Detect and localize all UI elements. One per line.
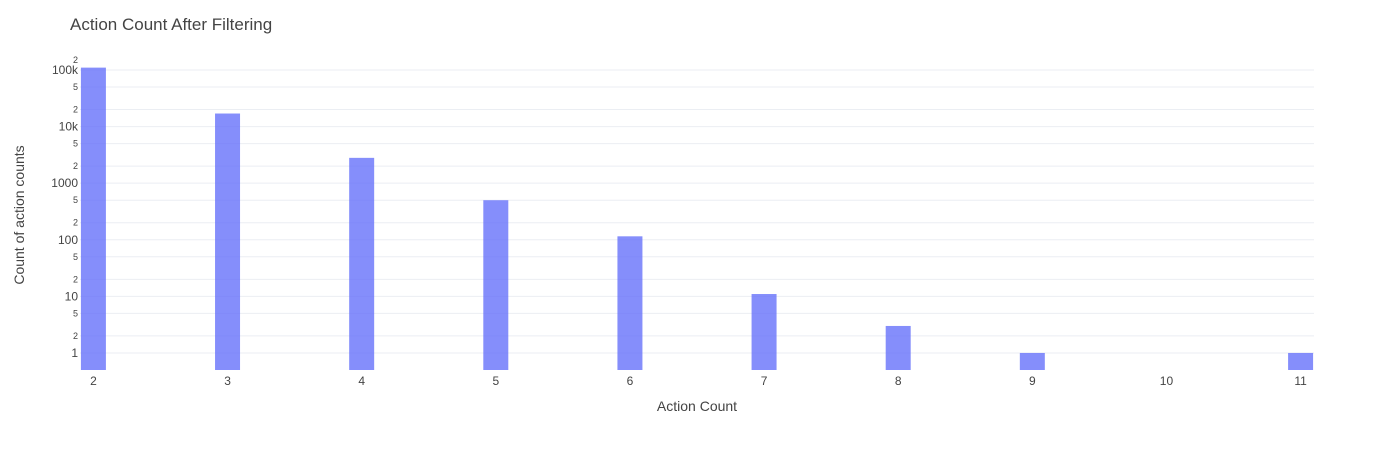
bar-6 (617, 236, 643, 370)
x-tick-label: 3 (224, 374, 231, 388)
x-axis-title: Action Count (657, 398, 737, 414)
bar-11 (1288, 352, 1314, 370)
bar-7 (751, 294, 777, 370)
bar-3 (215, 113, 241, 370)
y-minor-tick-label: 5 (73, 195, 78, 205)
bar-9 (1019, 352, 1045, 370)
bar-4 (349, 157, 375, 370)
y-tick-label: 10 (65, 289, 79, 303)
bars (80, 67, 1314, 371)
y-minor-tick-label: 2 (73, 105, 78, 115)
x-tick-label: 7 (761, 374, 768, 388)
y-minor-tick-label: 2 (73, 161, 78, 171)
y-minor-tick-label: 5 (73, 139, 78, 149)
gridlines (80, 69, 1314, 354)
x-tick-label: 11 (1294, 374, 1307, 388)
x-tick-label: 6 (627, 374, 634, 388)
x-tick-label: 9 (1029, 374, 1036, 388)
y-tick-label: 1000 (51, 176, 78, 190)
y-minor-tick-label: 2 (73, 218, 78, 228)
x-tick-label: 10 (1160, 374, 1174, 388)
y-minor-tick-label: 5 (73, 252, 78, 262)
bar-8 (885, 325, 911, 370)
x-tick-label: 5 (492, 374, 499, 388)
y-tick-label: 10k (59, 120, 79, 134)
y-minor-tick-label: 2 (73, 55, 78, 65)
y-tick-label: 100 (58, 233, 78, 247)
y-minor-tick-label: 2 (73, 274, 78, 284)
bar-2 (80, 67, 106, 371)
y-tick-label: 100k (52, 63, 79, 77)
y-minor-tick-label: 5 (73, 308, 78, 318)
x-tick-label: 2 (90, 374, 97, 388)
x-axis-ticks: 2 3 4 5 6 7 8 9 10 11 (90, 374, 1307, 388)
chart-title: Action Count After Filtering (70, 15, 272, 34)
y-axis-title: Count of action counts (11, 145, 27, 284)
x-tick-label: 8 (895, 374, 902, 388)
y-minor-tick-label: 2 (73, 331, 78, 341)
y-minor-tick-label: 5 (73, 82, 78, 92)
y-tick-label: 1 (71, 346, 78, 360)
x-tick-label: 4 (358, 374, 365, 388)
bar-5 (483, 200, 509, 370)
